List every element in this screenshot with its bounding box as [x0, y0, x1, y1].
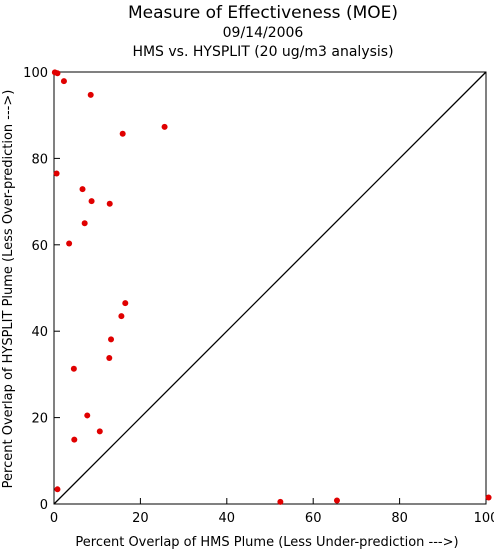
y-tick-label: 60 [31, 239, 48, 254]
y-tick-label: 100 [23, 66, 48, 81]
data-point [122, 300, 129, 307]
x-tick-label: 80 [391, 511, 408, 526]
chart-subtitle-comparison: HMS vs. HYSPLIT (20 ug/m3 analysis) [132, 44, 393, 60]
chart-title: Measure of Effectiveness (MOE) [128, 3, 398, 23]
x-axis-label: Percent Overlap of HMS Plume (Less Under… [75, 535, 458, 550]
y-axis-ticks: 0 20 40 60 80 100 [23, 66, 60, 513]
data-point [84, 412, 91, 419]
data-point [108, 336, 115, 343]
data-point [96, 428, 103, 435]
x-tick-label: 20 [132, 511, 149, 526]
x-tick-label: 60 [305, 511, 322, 526]
data-point [60, 78, 67, 85]
data-points [51, 69, 492, 505]
data-point [79, 186, 86, 193]
data-point [66, 240, 73, 247]
data-point [54, 70, 61, 77]
data-point [70, 365, 77, 372]
data-point [71, 436, 78, 443]
x-tick-label: 0 [50, 511, 58, 526]
data-point [161, 123, 168, 130]
data-point [119, 130, 126, 137]
x-tick-label: 100 [474, 511, 494, 526]
data-point [106, 354, 113, 361]
data-point [54, 486, 61, 493]
reference-line-layer [53, 71, 487, 505]
x-tick-label: 40 [219, 511, 236, 526]
data-point [81, 220, 88, 227]
data-point [87, 91, 94, 98]
y-tick-label: 20 [31, 412, 48, 427]
data-point [106, 200, 113, 207]
y-tick-label: 40 [31, 325, 48, 340]
data-point [277, 498, 284, 505]
data-point [333, 497, 340, 504]
data-point [118, 313, 125, 320]
data-point [53, 170, 60, 177]
data-point [88, 198, 95, 205]
y-tick-label: 0 [40, 498, 48, 513]
plot-frame [53, 71, 487, 505]
chart-subtitle-date: 09/14/2006 [223, 25, 304, 41]
one-to-one-reference-line [53, 71, 487, 505]
x-axis-ticks: 0 20 40 60 80 100 [50, 498, 494, 526]
y-tick-label: 80 [31, 152, 48, 167]
y-axis-label: Percent Overlap of HYSPLIT Plume (Less O… [1, 90, 16, 489]
data-point [485, 494, 492, 501]
